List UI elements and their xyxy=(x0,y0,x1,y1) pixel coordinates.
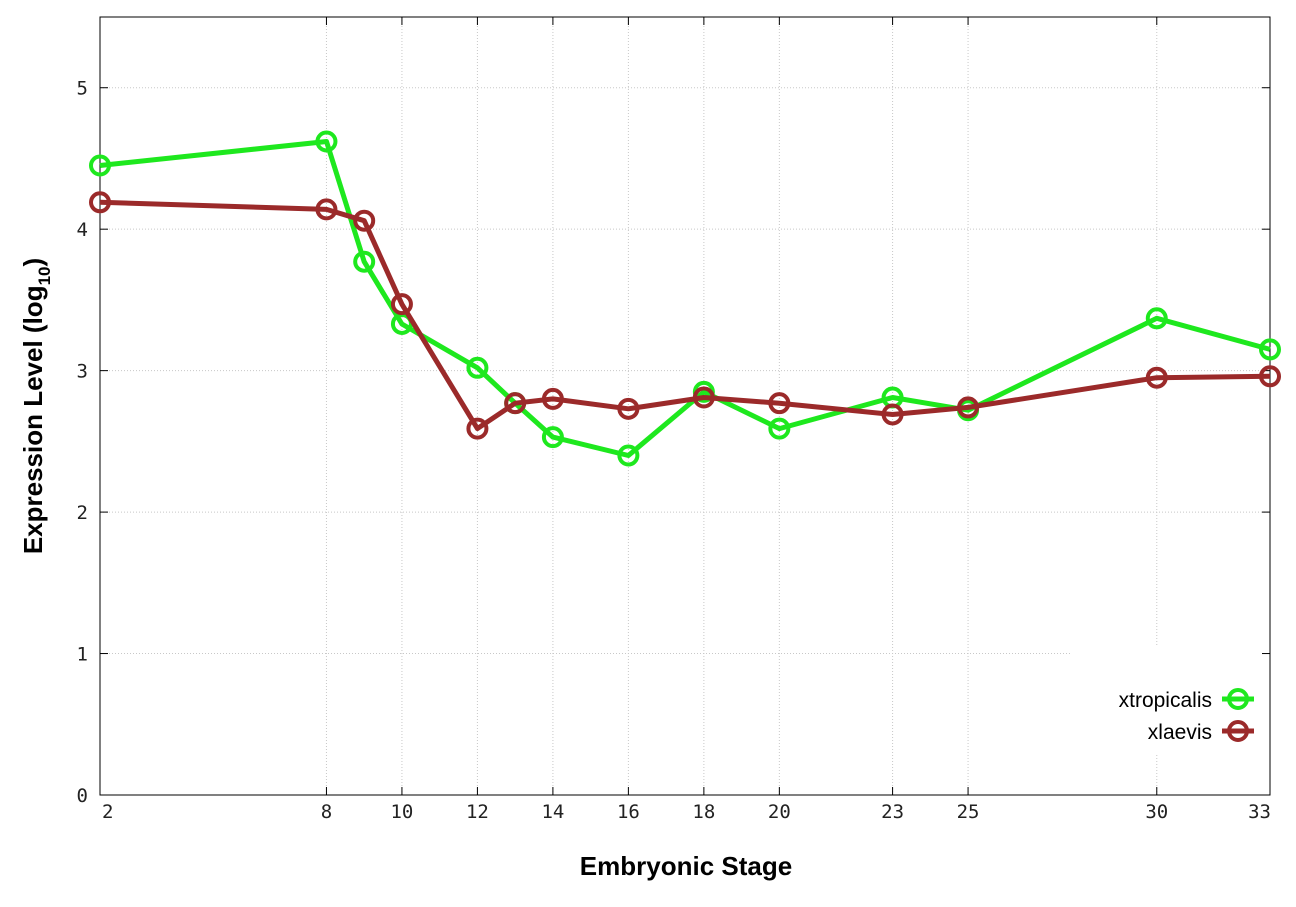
x-tick-label: 8 xyxy=(321,801,332,823)
y-tick-label: 5 xyxy=(77,78,88,100)
data-point-xlaevis xyxy=(617,397,640,420)
legend: xtropicalis xlaevis xyxy=(1119,688,1254,744)
series-group xyxy=(89,130,1281,467)
x-tick-label: 23 xyxy=(881,801,904,823)
data-point-xtropicalis xyxy=(1259,338,1281,361)
legend-marker-xtropicalis xyxy=(1227,688,1249,710)
y-tick-label: 4 xyxy=(77,219,88,241)
x-axis-title: Embryonic Stage xyxy=(580,851,792,881)
data-point-xlaevis xyxy=(692,386,715,409)
data-point-xlaevis xyxy=(466,417,489,440)
x-tick-label: 20 xyxy=(768,801,791,823)
data-point-xtropicalis xyxy=(541,426,564,449)
data-point-xlaevis xyxy=(1145,366,1168,389)
data-point-xlaevis xyxy=(390,293,413,316)
data-point-xlaevis xyxy=(353,209,376,232)
x-tick-label: 2 xyxy=(102,801,113,823)
y-axis-title-close: ) xyxy=(18,258,48,267)
x-tick-label: 30 xyxy=(1145,801,1168,823)
series-line-xtropicalis xyxy=(99,139,1271,458)
data-point-xtropicalis xyxy=(353,250,376,273)
legend-marker-xlaevis xyxy=(1227,720,1249,742)
y-axis-title: Expression Level (log10) xyxy=(18,258,54,554)
data-point-xtropicalis xyxy=(315,130,338,153)
y-axis-title-subscript: 10 xyxy=(35,267,54,286)
series-line-xlaevis xyxy=(99,199,1271,432)
x-tick-label: 12 xyxy=(466,801,489,823)
data-point-xlaevis xyxy=(541,387,564,410)
data-point-xtropicalis xyxy=(466,356,489,379)
y-tick-label: 2 xyxy=(77,502,88,524)
data-point-xtropicalis xyxy=(617,444,640,467)
x-tick-label: 25 xyxy=(957,801,980,823)
y-axis-title-main: Expression Level (log xyxy=(18,285,48,554)
data-point-xlaevis xyxy=(957,396,980,419)
data-point-xlaevis xyxy=(504,392,527,415)
data-point-xlaevis xyxy=(89,191,111,214)
data-point-xlaevis xyxy=(881,403,904,426)
x-tick-label: 14 xyxy=(541,801,564,823)
x-tick-label: 18 xyxy=(692,801,715,823)
data-point-xtropicalis xyxy=(89,154,111,177)
x-tick-label: 16 xyxy=(617,801,640,823)
data-point-xlaevis xyxy=(1259,365,1281,388)
y-tick-label: 3 xyxy=(77,361,88,383)
x-tick-label: 33 xyxy=(1248,801,1271,823)
data-point-xtropicalis xyxy=(768,417,791,440)
x-tick-label: 10 xyxy=(390,801,413,823)
data-point-xtropicalis xyxy=(1145,307,1168,330)
legend-label-xtropicalis: xtropicalis xyxy=(1119,689,1212,712)
plot-area-border xyxy=(99,16,1271,796)
y-tick-label: 1 xyxy=(77,644,88,666)
y-tick-label: 0 xyxy=(77,785,88,807)
data-point-xlaevis xyxy=(768,392,791,415)
legend-label-xlaevis: xlaevis xyxy=(1148,721,1212,744)
data-point-xlaevis xyxy=(315,198,338,221)
